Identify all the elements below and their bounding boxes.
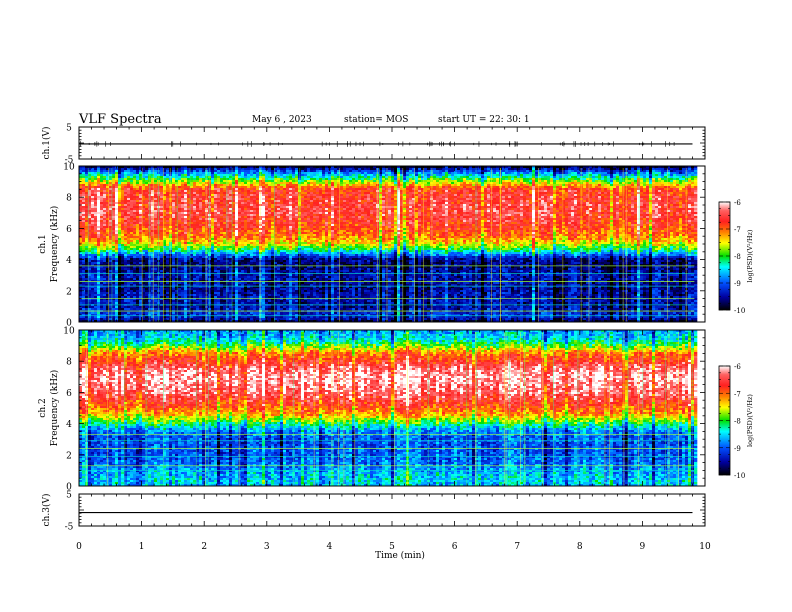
xtick-label-3: 3 [264,542,270,552]
colorbar-tick-1-4: -10 [734,307,745,315]
ytick-label-2-2: 4 [66,256,72,266]
header-start-time: start UT = 22: 30: 1 [438,115,530,125]
ylabel-ch1-voltage: ch.1(V) [41,127,52,160]
spectrogram-ch2 [79,330,697,486]
ytick-label-3-5: 10 [63,327,75,337]
figure-title: VLF Spectra [79,112,162,127]
colorbar-tick-1-2: -8 [734,253,741,261]
ytick-label-3-1: 2 [66,451,72,461]
xtick-label-4: 4 [327,542,333,552]
spectrogram-ch1 [79,166,697,322]
xaxis-label: Time (min) [375,550,425,561]
ylabel-ch1-frequency: Frequency (kHz) [49,206,60,283]
colorbar-tick-1-0: -6 [734,199,741,207]
xtick-label-7: 7 [514,542,520,552]
ytick-label-3-4: 8 [66,358,72,368]
ylabel-ch3-voltage: ch.3(V) [41,494,52,527]
xtick-label-0: 0 [76,542,82,552]
xtick-label-8: 8 [577,542,583,552]
ytick-label-2-3: 6 [66,225,72,235]
colorbar-ch2 [719,366,730,475]
colorbar-tick-1-3: -9 [734,280,741,288]
ytick-label-2-1: 2 [66,287,72,297]
ytick-label-4-1: -5 [65,523,74,533]
xtick-label-1: 1 [139,542,145,552]
colorbar-tick-1-1: -7 [734,226,741,234]
ylabel-ch2-frequency: Frequency (kHz) [49,370,60,447]
ytick-label-4-0: 5 [66,491,72,501]
colorbar-label-ch2: log(PSD)(V²/Hz) [746,394,754,447]
colorbar-tick-2-2: -8 [734,418,741,426]
colorbar-tick-2-0: -6 [734,363,741,371]
header-date: May 6 , 2023 [252,115,312,125]
colorbar-tick-2-4: -10 [734,472,745,480]
ytick-label-3-2: 4 [66,420,72,430]
colorbar-ch1 [719,202,730,310]
colorbar-tick-2-1: -7 [734,390,741,398]
ytick-label-2-5: 10 [63,163,75,173]
xtick-label-9: 9 [640,542,646,552]
ylabel-ch1-channel: ch.1 [38,234,48,253]
xtick-label-10: 10 [699,542,711,552]
colorbar-tick-2-3: -9 [734,445,741,453]
header-station: station= MOS [344,115,408,125]
xtick-label-2: 2 [201,542,207,552]
ytick-label-1-0: 5 [66,124,72,134]
ytick-label-3-3: 6 [66,389,72,399]
colorbar-label-ch1: log(PSD)(V²/Hz) [746,229,754,282]
xtick-label-6: 6 [452,542,458,552]
ylabel-ch2-channel: ch.2 [38,398,48,417]
ytick-label-2-4: 8 [66,194,72,204]
